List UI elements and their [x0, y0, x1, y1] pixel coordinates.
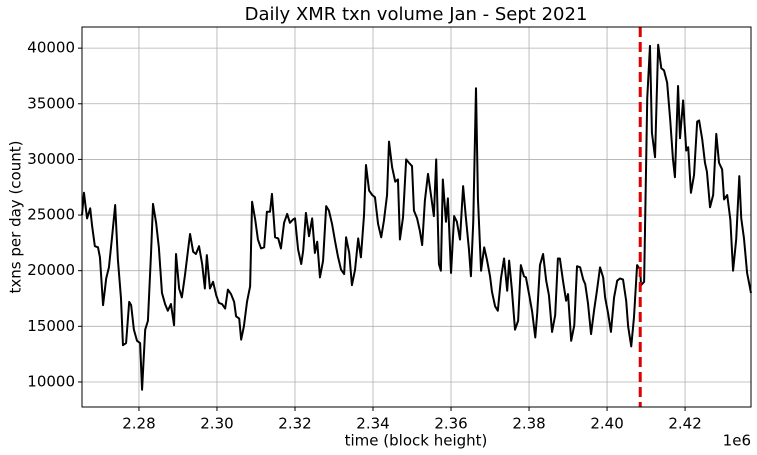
- data-line: [81, 43, 752, 391]
- x-tick-label: 2.36: [434, 415, 467, 433]
- y-tick-label: 10000: [27, 372, 75, 390]
- x-tick-label: 2.28: [122, 415, 155, 433]
- chart-title: Daily XMR txn volume Jan - Sept 2021: [245, 4, 588, 25]
- x-tick-label: 2.30: [200, 415, 233, 433]
- y-tick-label: 40000: [27, 39, 75, 57]
- x-tick-label: 2.32: [278, 415, 311, 433]
- plot-frame: [81, 26, 752, 408]
- x-offset-label: 1e6: [723, 432, 751, 450]
- y-axis-label: txns per day (count): [7, 141, 25, 294]
- x-tick-label: 2.34: [356, 415, 389, 433]
- x-tick-label: 2.42: [668, 415, 701, 433]
- y-tick-label: 35000: [27, 94, 75, 112]
- x-tick-label: 2.38: [512, 415, 545, 433]
- y-tick-label: 25000: [27, 206, 75, 224]
- y-tick-label: 15000: [27, 317, 75, 335]
- x-axis-label: time (block height): [345, 432, 488, 450]
- x-tick-label: 2.40: [590, 415, 623, 433]
- y-tick-label: 30000: [27, 150, 75, 168]
- y-tick-label: 20000: [27, 261, 75, 279]
